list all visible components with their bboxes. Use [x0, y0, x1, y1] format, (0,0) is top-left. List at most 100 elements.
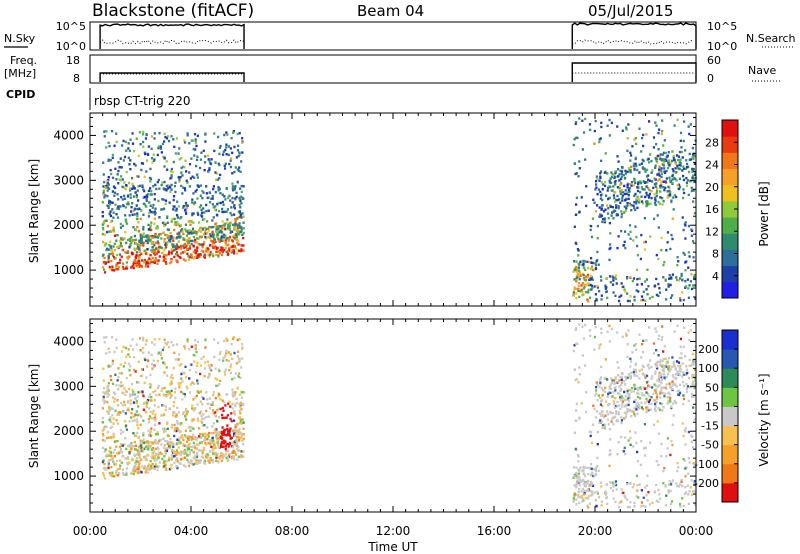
power-cell [122, 139, 125, 143]
velocity-cell [227, 442, 230, 446]
velocity-cell [165, 468, 168, 471]
power-cell [102, 185, 105, 188]
power-cell [134, 164, 137, 167]
velocity-cell [189, 445, 192, 449]
velocity-cell [645, 408, 648, 411]
velocity-cell [686, 371, 690, 375]
power-cell [672, 169, 675, 173]
power-cell [191, 175, 194, 178]
power-cell [170, 188, 173, 191]
velocity-cell [119, 428, 122, 432]
freq-line [99, 72, 245, 82]
power-cell [122, 159, 125, 162]
power-cell [212, 225, 215, 229]
power-cell [591, 261, 595, 265]
power-cell [191, 213, 194, 217]
velocity-cell [655, 400, 658, 404]
velocity-cell [160, 414, 163, 417]
velocity-cell [611, 395, 614, 398]
power-cell [575, 297, 578, 300]
velocity-cell [176, 427, 179, 430]
velocity-cell [137, 360, 140, 364]
power-cell [148, 176, 152, 180]
power-cell [645, 200, 648, 203]
velocity-cell [138, 337, 142, 340]
power-cell [182, 165, 185, 169]
power-cell [128, 255, 131, 259]
velocity-cell [217, 415, 221, 419]
power-cell [664, 180, 667, 183]
velocity-cell [123, 361, 127, 365]
velocity-cell [608, 385, 611, 388]
velocity-cell [107, 436, 111, 439]
power-cell [592, 198, 595, 202]
power-cell [575, 287, 578, 290]
power-cell [197, 221, 201, 224]
velocity-cell [144, 343, 148, 346]
power-cell [229, 157, 233, 160]
power-cell [172, 160, 175, 164]
power-cell [677, 260, 680, 263]
velocity-cell [612, 379, 616, 382]
velocity-cell [134, 448, 138, 451]
power-cell [233, 234, 236, 238]
velocity-cell [227, 402, 230, 405]
velocity-cell [198, 411, 202, 415]
power-cell [233, 245, 236, 248]
velocity-cell [603, 426, 606, 430]
power-cell [201, 226, 205, 230]
velocity-cell [587, 489, 591, 493]
power-cell [196, 246, 199, 250]
velocity-cell [607, 391, 611, 394]
power-cell [660, 248, 663, 252]
power-cell [149, 253, 152, 257]
power-cell [587, 266, 590, 270]
velocity-cell [595, 465, 598, 469]
velocity-cell [183, 372, 186, 375]
velocity-cell [216, 408, 219, 412]
velocity-cell [655, 388, 658, 391]
velocity-cell [200, 417, 204, 420]
velocity-cell [574, 327, 578, 330]
power-cell [101, 266, 105, 269]
velocity-cell [657, 374, 661, 377]
velocity-cell [686, 484, 689, 487]
power-cell [679, 131, 683, 135]
power-cell [645, 168, 649, 172]
velocity-cell [640, 368, 644, 371]
power-cell [138, 239, 141, 242]
power-cell [618, 173, 621, 176]
velocity-cell [653, 407, 657, 411]
velocity-cell [614, 404, 618, 408]
velocity-cell [135, 453, 139, 456]
power-cell [663, 167, 666, 170]
y-tick-label: 4000 [53, 128, 84, 142]
power-cell [118, 239, 122, 243]
velocity-cell [106, 395, 109, 398]
velocity-cell [601, 426, 604, 430]
power-cell [135, 262, 138, 265]
velocity-cell [161, 387, 164, 390]
power-cell [138, 250, 141, 253]
velocity-cell [616, 361, 619, 364]
velocity-cell [691, 446, 695, 449]
velocity-cell [687, 331, 690, 334]
power-cell [686, 179, 690, 182]
velocity-cell [211, 425, 214, 428]
velocity-cell [624, 375, 627, 379]
velocity-cell [236, 458, 239, 461]
velocity-cell [202, 397, 205, 400]
velocity-cell [685, 390, 689, 393]
colorbar-segment [722, 168, 738, 186]
velocity-cell [172, 449, 175, 453]
velocity-cell [162, 413, 166, 416]
power-cell [234, 198, 237, 202]
power-cell [574, 136, 578, 140]
power-cell [659, 184, 662, 188]
velocity-cell [169, 383, 172, 386]
velocity-cell [635, 405, 638, 409]
power-cell [202, 255, 206, 258]
velocity-cell [668, 365, 671, 368]
power-cell [113, 242, 116, 246]
power-cell [141, 133, 145, 136]
